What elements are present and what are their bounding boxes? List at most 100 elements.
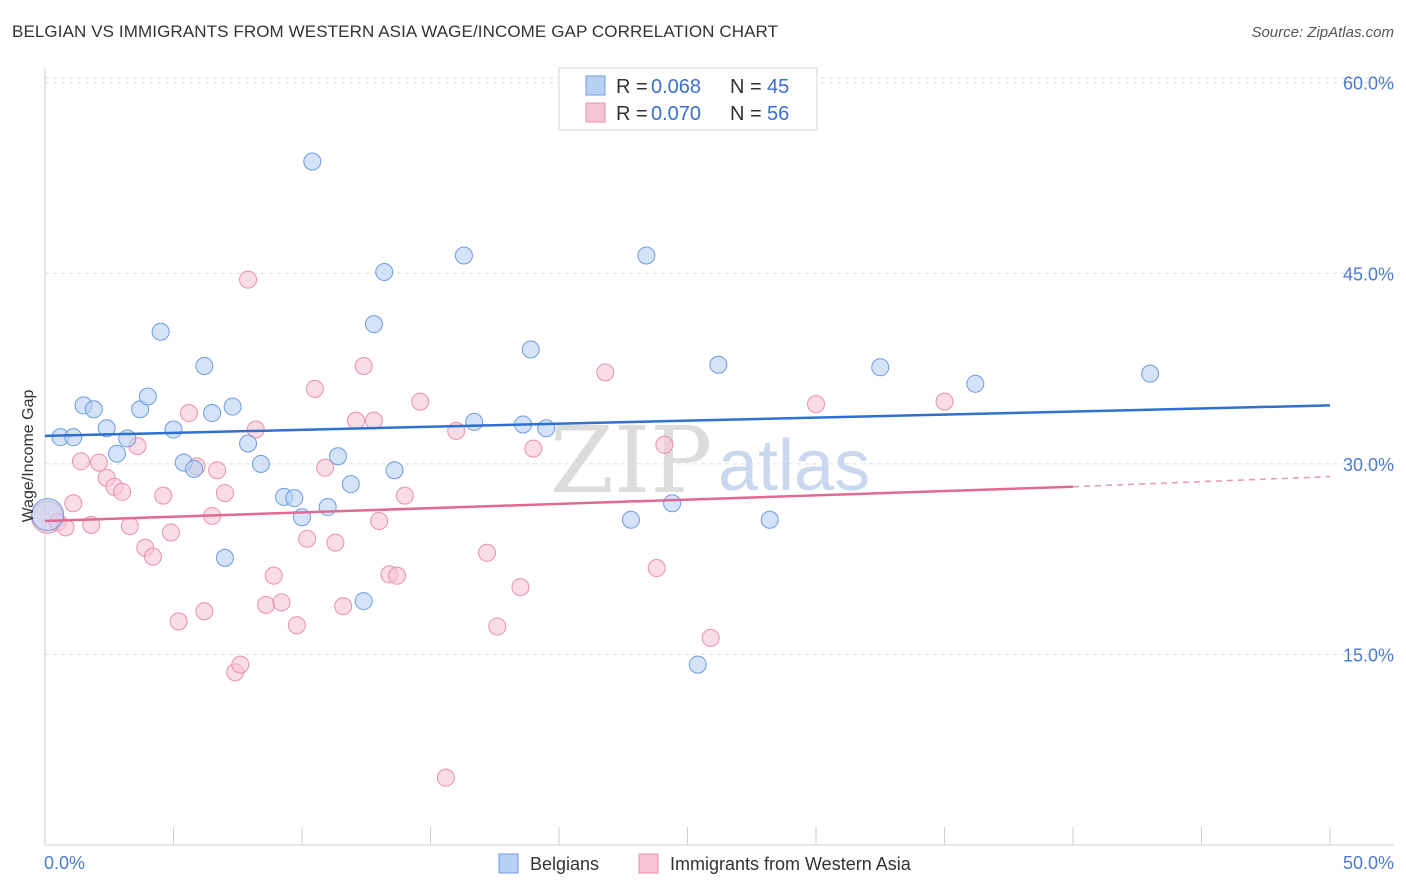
belgians-point	[151, 322, 170, 341]
series-western-asia-points	[31, 270, 954, 787]
bottom-legend-swatch-western-asia	[638, 853, 659, 874]
belgians-point	[760, 510, 779, 529]
series-belgians-points	[31, 152, 1160, 674]
y-tick-label: 30.0%	[1343, 455, 1394, 475]
trend-lines	[44, 404, 1331, 523]
belgians-point	[465, 412, 484, 431]
belgians-point	[84, 400, 103, 419]
western-asia-point	[807, 395, 825, 414]
western-asia-point	[305, 379, 324, 398]
western-asia-trend-extension	[1072, 475, 1331, 488]
belgians-point	[185, 459, 204, 478]
belgians-point	[251, 454, 270, 473]
axes	[44, 68, 1394, 846]
watermark-atlas: atlas	[718, 426, 870, 506]
belgians-point	[621, 510, 640, 529]
belgians-point	[223, 397, 242, 416]
legend-r-label-belgians: R =	[616, 76, 648, 98]
y-tick-label: 15.0%	[1343, 645, 1394, 665]
watermark: ZIP atlas	[550, 407, 870, 514]
belgians-point	[203, 404, 222, 423]
source-label: Source: ZipAtlas.com	[1251, 24, 1394, 41]
belgians-point	[709, 355, 728, 374]
chart-title: BELGIAN VS IMMIGRANTS FROM WESTERN ASIA …	[12, 22, 779, 41]
belgians-point	[138, 387, 157, 406]
y-tick-labels: 15.0% 30.0% 45.0% 60.0%	[1343, 74, 1394, 666]
belgians-point	[239, 434, 258, 453]
legend-r-value-western-asia: 0.070	[651, 103, 701, 125]
belgians-point	[31, 498, 65, 532]
western-asia-point	[436, 768, 455, 787]
western-asia-point	[488, 617, 507, 636]
western-asia-point	[370, 512, 389, 531]
belgians-point	[454, 246, 473, 265]
western-asia-point	[272, 593, 291, 612]
western-asia-point	[215, 484, 234, 503]
western-asia-point	[388, 566, 407, 585]
bottom-legend-label-western-asia: Immigrants from Western Asia	[670, 854, 912, 874]
legend-n-label-belgians: N =	[730, 76, 762, 98]
western-asia-point	[143, 547, 162, 566]
belgians-point	[303, 152, 322, 171]
western-asia-point	[161, 523, 180, 542]
western-asia-point	[346, 411, 365, 430]
belgians-point	[195, 357, 214, 376]
western-asia-point	[511, 578, 530, 597]
western-asia-point	[195, 602, 214, 621]
belgians-point	[637, 246, 656, 265]
western-asia-point	[596, 363, 615, 382]
western-asia-point	[326, 533, 345, 552]
legend-n-label-western-asia: N =	[730, 103, 762, 125]
western-asia-point	[935, 392, 954, 411]
legend-r-label-western-asia: R =	[616, 103, 648, 125]
western-asia-point	[478, 543, 497, 562]
western-asia-point	[257, 595, 276, 614]
belgians-point	[375, 263, 394, 282]
belgians-trend-line	[44, 404, 1331, 438]
legend-r-value-belgians: 0.068	[651, 76, 701, 98]
belgians-point	[164, 420, 183, 439]
western-asia-point	[287, 616, 306, 635]
belgians-point	[64, 428, 83, 447]
belgians-point	[328, 447, 347, 466]
western-asia-point	[154, 486, 173, 505]
series-legend: Belgians Immigrants from Western Asia	[498, 853, 912, 874]
western-asia-point	[334, 597, 353, 616]
western-asia-point	[208, 461, 227, 480]
belgians-point	[1141, 364, 1160, 383]
western-asia-point	[395, 486, 414, 505]
x-tick-label-min: 0.0%	[44, 853, 85, 873]
belgians-point	[385, 461, 404, 480]
western-asia-point	[655, 435, 674, 454]
western-asia-point	[231, 655, 250, 674]
western-asia-point	[179, 404, 198, 423]
belgians-point	[107, 444, 126, 463]
y-axis-title: Wage/Income Gap	[20, 390, 37, 523]
western-asia-point	[524, 439, 543, 458]
bottom-legend-label-belgians: Belgians	[530, 854, 599, 874]
western-asia-point	[120, 517, 139, 536]
western-asia-point	[89, 453, 108, 472]
belgians-point	[521, 340, 540, 359]
western-asia-point	[364, 411, 383, 430]
western-asia-point	[264, 566, 283, 585]
western-asia-point	[354, 357, 373, 376]
belgians-point	[341, 475, 360, 494]
y-tick-label: 45.0%	[1343, 264, 1394, 284]
western-asia-point	[113, 482, 132, 501]
correlation-legend: R = 0.068 N = 45 R = 0.070 N = 56	[558, 67, 818, 131]
belgians-point	[354, 592, 373, 611]
western-asia-point	[411, 392, 430, 411]
legend-swatch-belgians	[585, 75, 606, 96]
western-asia-point	[298, 529, 317, 548]
belgians-point	[871, 358, 890, 377]
western-asia-point	[647, 559, 666, 578]
belgians-point	[97, 419, 116, 438]
legend-n-value-belgians: 45	[767, 76, 789, 98]
western-asia-point	[701, 628, 720, 647]
western-asia-point	[71, 452, 90, 471]
belgians-point	[663, 494, 682, 513]
belgians-point	[118, 429, 137, 448]
western-asia-point	[64, 494, 83, 513]
